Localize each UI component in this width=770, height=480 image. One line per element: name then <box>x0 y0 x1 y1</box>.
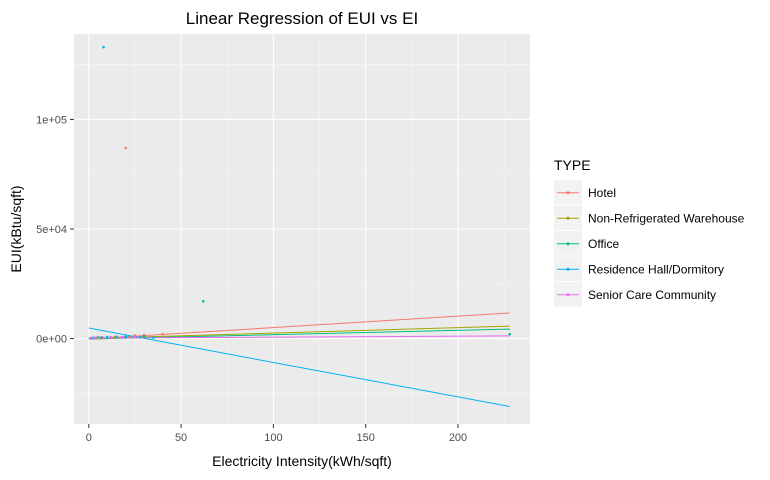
legend-label: Non-Refrigerated Warehouse <box>588 211 745 225</box>
x-tick-label: 200 <box>449 432 467 444</box>
regression-line <box>88 312 510 340</box>
data-point <box>133 335 137 339</box>
legend-key-point <box>566 293 570 297</box>
legend-label: Hotel <box>588 186 616 200</box>
data-point <box>120 335 124 339</box>
data-point <box>93 336 96 340</box>
regression-lines <box>88 312 510 407</box>
x-axis-label: Electricity Intensity(kWh/sqft) <box>212 453 392 469</box>
regression-line <box>88 335 510 339</box>
legend: TYPE Hotel Non-Refrigerated Warehouse Offi… <box>554 157 745 307</box>
y-tick-label: 1e+05 <box>36 114 67 126</box>
legend-label: Residence Hall/Dormitory <box>588 262 724 276</box>
data-points <box>89 45 511 340</box>
data-point <box>109 336 113 339</box>
legend-key-point <box>566 242 570 246</box>
data-point <box>142 335 146 338</box>
y-axis-label: EUI(kBtu/sqft) <box>8 185 24 272</box>
x-tick-label: 50 <box>175 432 187 444</box>
legend-key-point <box>566 216 570 220</box>
legend-title: TYPE <box>554 157 591 173</box>
y-tick-label: 0e+00 <box>36 334 67 346</box>
y-axis: 0e+00 5e+04 1e+05 <box>36 114 74 346</box>
data-point <box>124 146 127 150</box>
data-point <box>96 336 100 340</box>
x-tick-label: 100 <box>264 432 282 444</box>
legend-key-point <box>566 267 570 271</box>
legend-label: Office <box>588 237 619 251</box>
legend-key-point <box>566 191 570 195</box>
x-tick-label: 150 <box>357 432 375 444</box>
x-axis: 0 50 100 150 200 <box>86 424 467 444</box>
data-point <box>508 332 511 336</box>
data-point <box>152 336 155 339</box>
data-point <box>124 335 127 338</box>
y-tick-label: 5e+04 <box>36 224 67 236</box>
data-point <box>115 335 118 339</box>
data-point <box>102 336 105 339</box>
regression-line <box>88 325 510 340</box>
grid-major <box>74 34 530 424</box>
legend-label: Senior Care Community <box>588 288 716 302</box>
data-point <box>89 337 92 340</box>
data-point <box>102 45 105 49</box>
x-tick-label: 0 <box>86 432 92 444</box>
data-point <box>105 335 109 339</box>
data-point <box>161 332 164 336</box>
data-point <box>201 300 205 303</box>
data-point <box>139 335 142 339</box>
chart-title: Linear Regression of EUI vs EI <box>186 9 418 28</box>
regression-line <box>88 327 510 407</box>
